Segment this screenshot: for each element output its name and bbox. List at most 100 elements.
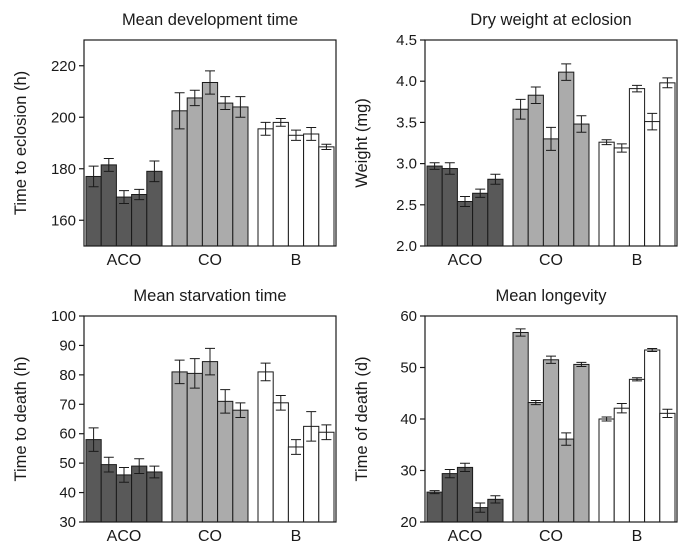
error-bar-aco-3 (460, 196, 470, 207)
plot-frame (83, 315, 337, 523)
error-bar-b-1 (260, 121, 271, 136)
y-tick-label: 60 (59, 426, 76, 443)
error-bar-co-5 (576, 361, 587, 367)
y-tick-label: 90 (59, 337, 76, 354)
error-bar-co-4 (220, 389, 231, 414)
bar-aco-4 (131, 465, 148, 523)
y-axis-label: Time to death (h) (12, 356, 30, 481)
bar-co-4 (217, 102, 234, 247)
bar-b-1 (257, 371, 274, 523)
bar-co-2 (186, 372, 203, 523)
error-bar-aco-2 (103, 456, 114, 473)
error-bar-co-1 (174, 92, 185, 130)
bar-b-5 (659, 82, 676, 247)
error-bar-b-4 (647, 112, 658, 131)
x-tick-label: CO (198, 528, 222, 545)
bar-b-4 (644, 121, 661, 247)
y-tick-label: 3.0 (396, 156, 417, 173)
error-bar-aco-1 (88, 427, 99, 452)
error-bar-aco-5 (490, 173, 501, 185)
error-bar-aco-4 (134, 188, 145, 201)
bar-co-3 (201, 81, 219, 247)
error-bar-b-5 (321, 143, 332, 150)
x-tick-label: ACO (448, 528, 483, 545)
error-bar-co-4 (561, 63, 572, 81)
error-bar-b-3 (291, 439, 301, 455)
error-bar-aco-1 (429, 490, 440, 495)
y-tick-label: 180 (51, 161, 76, 178)
error-bar-aco-5 (149, 160, 160, 183)
error-bar-co-5 (235, 96, 246, 118)
y-tick-label: 70 (59, 396, 76, 413)
bar-b-5 (318, 431, 335, 523)
bar-aco-2 (100, 164, 117, 247)
bar-b-1 (598, 418, 615, 523)
error-bar-co-3 (546, 355, 556, 364)
x-tick-label: B (291, 252, 302, 269)
y-tick-label: 220 (51, 58, 76, 75)
bar-co-4 (558, 71, 575, 247)
error-bar-co-1 (515, 328, 526, 337)
y-axis-label: Time to eclosion (h) (12, 71, 30, 215)
bar-aco-1 (85, 439, 102, 523)
bar-co-5 (573, 363, 590, 523)
error-bar-aco-1 (429, 162, 440, 170)
error-bar-aco-4 (134, 458, 145, 474)
y-axis-label: Weight (mg) (353, 98, 371, 188)
bar-co-3 (542, 359, 560, 523)
bar-b-3 (628, 88, 646, 247)
bar-b-2 (272, 402, 289, 523)
y-axis-label: Time of death (d) (353, 356, 371, 481)
y-tick-label: 60 (400, 308, 417, 325)
bar-b-3 (287, 134, 305, 247)
y-tick-label: 30 (400, 463, 417, 480)
error-bar-b-5 (662, 77, 673, 89)
x-tick-label: B (632, 528, 643, 545)
y-tick-label: 50 (59, 455, 76, 472)
chart-panel-3: ACO CO B 30 40 50 60 70 80 90 100 Mean starvation t… (12, 287, 337, 545)
y-tick-label: 50 (400, 360, 417, 377)
error-bar-aco-4 (475, 502, 486, 513)
bar-co-1 (512, 331, 529, 523)
error-bar-co-2 (189, 89, 200, 107)
error-bar-b-4 (306, 411, 317, 442)
bar-co-2 (527, 94, 544, 247)
error-bar-aco-2 (444, 468, 455, 479)
error-bar-b-3 (291, 129, 301, 141)
bar-b-3 (628, 378, 646, 523)
bar-b-1 (257, 128, 274, 247)
bar-co-3 (542, 138, 560, 247)
error-bar-b-5 (321, 424, 332, 441)
error-bar-b-2 (616, 143, 627, 153)
error-bar-co-2 (530, 399, 541, 406)
bar-aco-1 (426, 491, 443, 523)
y-tick-label: 40 (400, 411, 417, 428)
bar-b-2 (613, 407, 630, 523)
bar-b-4 (644, 349, 661, 523)
chart-panel-4: ACO CO B 20 30 40 50 60 Mean longevity Time of de… (353, 287, 678, 545)
bar-aco-1 (426, 165, 443, 247)
chart-panel-1: ACO CO B 160 180 200 220 Mean development time T… (12, 11, 337, 269)
bar-aco-3 (115, 196, 133, 247)
y-tick-label: 100 (51, 308, 76, 325)
error-bar-b-1 (601, 416, 612, 422)
bar-aco-2 (100, 464, 117, 523)
bar-b-2 (613, 147, 630, 247)
bar-co-5 (232, 409, 249, 523)
bar-b-3 (287, 446, 305, 523)
error-bar-b-5 (662, 408, 673, 418)
x-tick-label: CO (539, 252, 563, 269)
bar-co-2 (186, 97, 203, 247)
x-tick-label: ACO (107, 528, 142, 545)
bar-co-1 (171, 371, 188, 523)
y-tick-label: 80 (59, 367, 76, 384)
error-bar-co-1 (174, 359, 185, 385)
x-tick-label: ACO (107, 252, 142, 269)
error-bar-co-3 (546, 126, 556, 151)
panel-title: Dry weight at eclosion (470, 11, 631, 29)
error-bar-b-2 (616, 403, 627, 414)
bar-b-5 (318, 146, 335, 247)
x-tick-label: B (632, 252, 643, 269)
y-tick-label: 200 (51, 109, 76, 126)
